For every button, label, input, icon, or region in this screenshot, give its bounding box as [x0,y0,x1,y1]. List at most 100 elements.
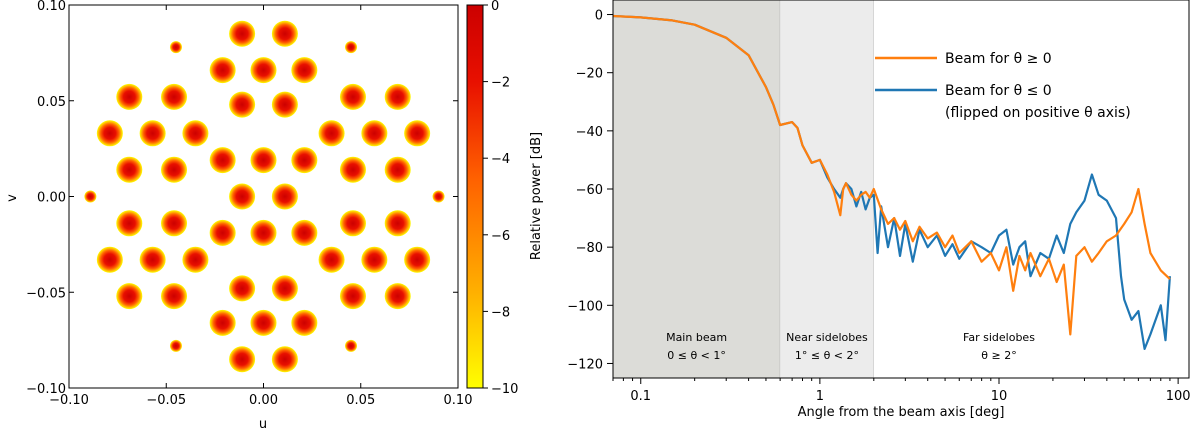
beam-spot [229,183,256,210]
colorbar-tick-label: −6 [491,229,510,244]
y-tick-label: −0.10 [26,382,66,397]
beam-spot [229,20,256,47]
beam-spot [139,120,166,147]
region-label-line2: θ ≥ 2° [981,349,1016,362]
beam-spot [250,57,277,84]
beam-spot [339,156,366,183]
colorbar-tick-label: −4 [491,152,510,167]
beam-spot [271,91,298,118]
y-tick-label: 0.05 [37,95,66,110]
legend: Beam for θ ≥ 0 Beam for θ ≤ 0 (flipped o… [875,51,1131,121]
beam-spot [209,219,236,246]
beam-spot [361,246,388,273]
beam-spot [116,283,143,310]
beam-spot [161,210,188,237]
beam-spot [339,83,366,110]
series-line-positive [612,14,1171,336]
colorbar-frame [466,4,484,389]
x-tick-label: 0.1 [630,389,651,404]
legend-label-negative: Beam for θ ≤ 0 [945,83,1052,99]
beam-map-ylabel: v [5,194,20,202]
beam-spot [229,346,256,373]
y-tick-label: −120 [567,357,603,372]
colorbar-gradient [467,5,483,388]
colorbar-tick-label: −2 [491,76,510,91]
beam-spot [291,309,318,336]
beam-spot [271,275,298,302]
beam-spot [361,120,388,147]
x-tick-label: −0.10 [49,393,89,408]
colorbar-tick-label: −8 [491,305,510,320]
y-tick-label: −60 [576,183,603,198]
y-tick-label: −100 [567,299,603,314]
beam-spot-small [169,41,182,54]
x-tick-label: 0.00 [249,393,278,408]
region-label-line1: Near sidelobes [786,331,868,344]
x-tick-label: −0.05 [146,393,186,408]
region-label-line1: Main beam [666,331,727,344]
y-tick-label: −0.05 [26,286,66,301]
beam-spot [318,246,345,273]
beam-spot [271,346,298,373]
beam-map-xlabel: u [259,417,267,432]
beam-spot [229,91,256,118]
legend-note: (flipped on positive θ axis) [945,105,1131,121]
beam-spot [271,20,298,47]
beam-spot [182,246,209,273]
beam-spot [229,275,256,302]
beam-profile-panel: 0.1 1 10 100 0 −20 −40 −60 −80 −100 −120 Main beam… [567,0,1191,420]
beam-spot [161,83,188,110]
colorbar: 0 −2 −4 −6 −8 −10 Relative power [dB] [466,0,544,397]
beam-spot [116,210,143,237]
beam-spots [84,20,445,373]
region-label-line1: Far sidelobes [963,331,1035,344]
region-label-line2: 0 ≤ θ < 1° [667,349,726,362]
beam-profile-series [612,14,1171,350]
colorbar-label: Relative power [dB] [529,132,544,260]
beam-spot [250,147,277,174]
beam-spot [384,156,411,183]
beam-spot [271,183,298,210]
y-tick-label: 0.10 [37,0,66,14]
beam-spot [161,156,188,183]
beam-spot [318,120,345,147]
x-tick-label: 100 [1166,389,1191,404]
beam-spot-small [84,190,97,203]
beam-spot-small [432,190,445,203]
x-tick-label: 1 [816,389,824,404]
colorbar-tick-label: −10 [491,382,518,397]
region-label-line2: 1° ≤ θ < 2° [795,349,859,362]
x-tick-label: 0.05 [346,393,375,408]
beam-spot [384,210,411,237]
colorbar-tick-label: 0 [491,0,499,14]
colorbar-ticks: 0 −2 −4 −6 −8 −10 [483,0,518,397]
beam-spot [384,283,411,310]
beam-spot [404,120,431,147]
beam-spot [250,219,277,246]
beam-spot [404,246,431,273]
beam-spot [116,156,143,183]
beam-map-ticks: −0.10 −0.05 0.00 0.05 0.10 0.10 0.05 0.00 −0.05 −… [26,0,472,408]
beam-spot [116,83,143,110]
beam-spot [384,83,411,110]
region-band [613,0,781,378]
y-tick-label: 0 [595,9,603,24]
beam-profile-ticks: 0.1 1 10 100 0 −20 −40 −60 −80 −100 −120 [567,9,1190,404]
beam-spot [182,120,209,147]
beam-spot [161,283,188,310]
beam-spot [139,246,166,273]
beam-spot [209,309,236,336]
beam-spot [291,147,318,174]
beam-spot [250,309,277,336]
angle-regions [613,0,1189,378]
beam-spot [291,219,318,246]
beam-spot-small [169,339,182,352]
beam-spot [209,147,236,174]
region-band [780,0,874,378]
region-labels: Main beam 0 ≤ θ < 1° Near sidelobes 1° ≤ θ … [666,331,1035,362]
x-tick-label: 0.10 [444,393,473,408]
y-tick-label: −20 [576,67,603,82]
beam-spot [339,283,366,310]
y-tick-label: −80 [576,241,603,256]
x-tick-label: 10 [991,389,1008,404]
